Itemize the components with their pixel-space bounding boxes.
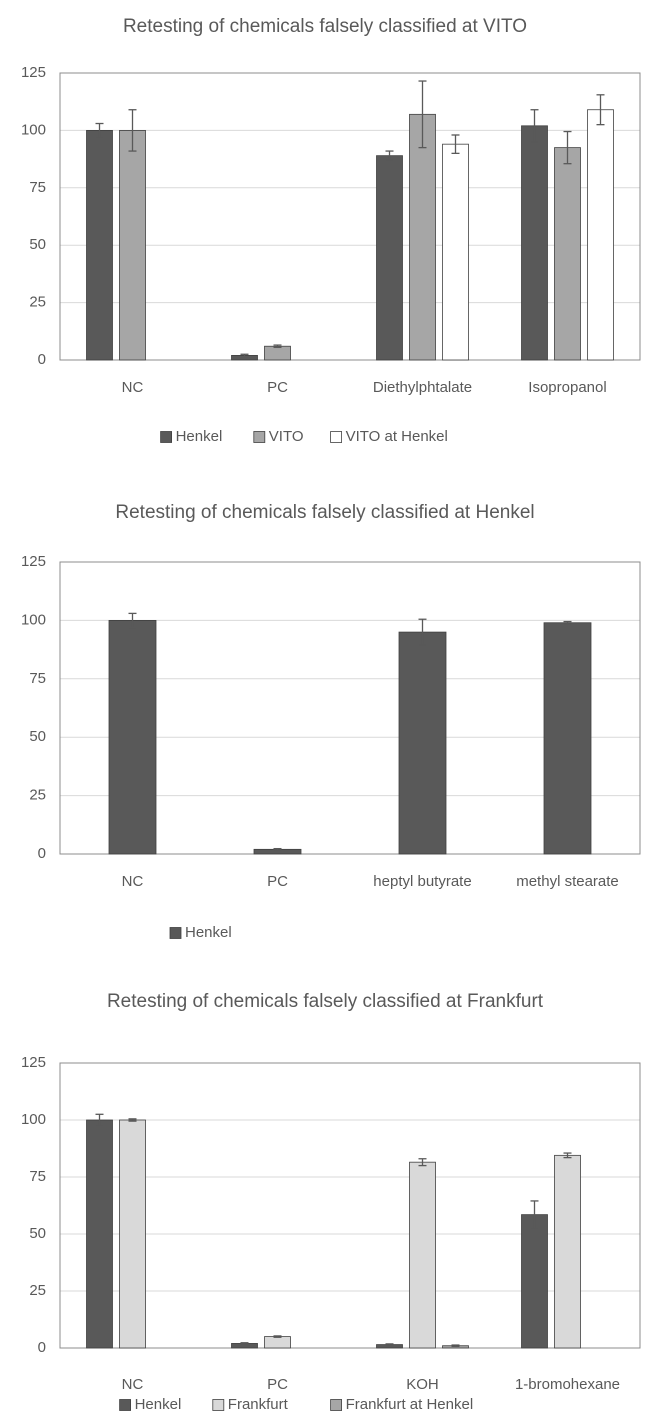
y-tick-label: 0 bbox=[38, 845, 46, 862]
legend-swatch bbox=[330, 431, 343, 443]
x-tick-label: PC bbox=[267, 873, 288, 890]
bar bbox=[587, 109, 614, 361]
chart-title-wrap: Retesting of chemicals falsely classifie… bbox=[0, 10, 650, 43]
bar bbox=[521, 1214, 548, 1349]
bar bbox=[543, 622, 592, 855]
plot-frame bbox=[59, 1062, 641, 1349]
legend-label: Henkel bbox=[176, 428, 223, 445]
y-tick-label: 100 bbox=[21, 121, 46, 138]
legend-swatch bbox=[160, 431, 173, 443]
legend-swatch bbox=[119, 1399, 131, 1411]
x-tick-label: methyl stearate bbox=[516, 873, 619, 890]
chart-title-wrap: Retesting of chemicals falsely classifie… bbox=[0, 496, 650, 529]
x-tick-label: PC bbox=[267, 1376, 288, 1393]
chart-title-wrap: Retesting of chemicals falsely classifie… bbox=[0, 985, 650, 1018]
y-tick-label: 75 bbox=[29, 1168, 46, 1185]
y-tick-label: 125 bbox=[21, 1054, 46, 1071]
y-tick-label: 50 bbox=[29, 236, 46, 253]
legend-swatch bbox=[330, 1399, 343, 1411]
y-tick-label: 0 bbox=[38, 351, 46, 368]
bar bbox=[86, 1119, 113, 1349]
x-tick-label: NC bbox=[122, 1376, 144, 1393]
y-tick-label: 50 bbox=[29, 728, 46, 745]
bar bbox=[119, 129, 146, 361]
x-tick-label: Isopropanol bbox=[528, 379, 606, 396]
bar bbox=[119, 1119, 146, 1349]
bar bbox=[108, 620, 157, 855]
x-tick-label: PC bbox=[267, 379, 288, 396]
x-tick-label: 1-bromohexane bbox=[515, 1376, 620, 1393]
y-tick-label: 25 bbox=[29, 787, 46, 804]
x-tick-label: NC bbox=[122, 873, 144, 890]
x-tick-label: NC bbox=[122, 379, 144, 396]
bar bbox=[409, 1161, 436, 1349]
plot-frame bbox=[59, 72, 641, 361]
x-tick-label: heptyl butyrate bbox=[373, 873, 471, 890]
y-tick-label: 125 bbox=[21, 553, 46, 570]
bar bbox=[521, 125, 548, 361]
y-tick-label: 75 bbox=[29, 670, 46, 687]
y-tick-label: 50 bbox=[29, 1225, 46, 1242]
legend-label: Frankfurt bbox=[228, 1396, 289, 1413]
legend-label: Frankfurt at Henkel bbox=[346, 1396, 474, 1413]
chart-title: Retesting of chemicals falsely classifie… bbox=[106, 991, 544, 1012]
x-tick-label: Diethylphtalate bbox=[373, 379, 472, 396]
bar bbox=[264, 1336, 291, 1349]
legend-label: VITO at Henkel bbox=[346, 428, 448, 445]
chart-title: Retesting of chemicals falsely classifie… bbox=[115, 502, 535, 523]
bar bbox=[554, 147, 581, 361]
y-tick-label: 0 bbox=[38, 1339, 46, 1356]
legend-label: Henkel bbox=[135, 1396, 182, 1413]
y-tick-label: 100 bbox=[21, 611, 46, 628]
bar bbox=[442, 143, 469, 361]
legend-swatch bbox=[212, 1399, 225, 1411]
x-tick-label: KOH bbox=[406, 1376, 439, 1393]
bar bbox=[409, 113, 436, 361]
bar bbox=[264, 345, 291, 361]
y-tick-label: 25 bbox=[29, 1282, 46, 1299]
y-tick-label: 100 bbox=[21, 1111, 46, 1128]
legend-swatch bbox=[169, 927, 182, 939]
chart-title: Retesting of chemicals falsely classifie… bbox=[122, 16, 528, 37]
bar bbox=[554, 1154, 581, 1349]
y-tick-label: 125 bbox=[21, 64, 46, 81]
legend-label: Henkel bbox=[185, 924, 232, 941]
legend-swatch bbox=[253, 431, 266, 443]
y-tick-label: 25 bbox=[29, 294, 46, 311]
bar bbox=[398, 631, 447, 855]
bar bbox=[86, 129, 113, 361]
legend-label: VITO bbox=[269, 428, 304, 445]
bar bbox=[376, 155, 403, 361]
y-tick-label: 75 bbox=[29, 179, 46, 196]
